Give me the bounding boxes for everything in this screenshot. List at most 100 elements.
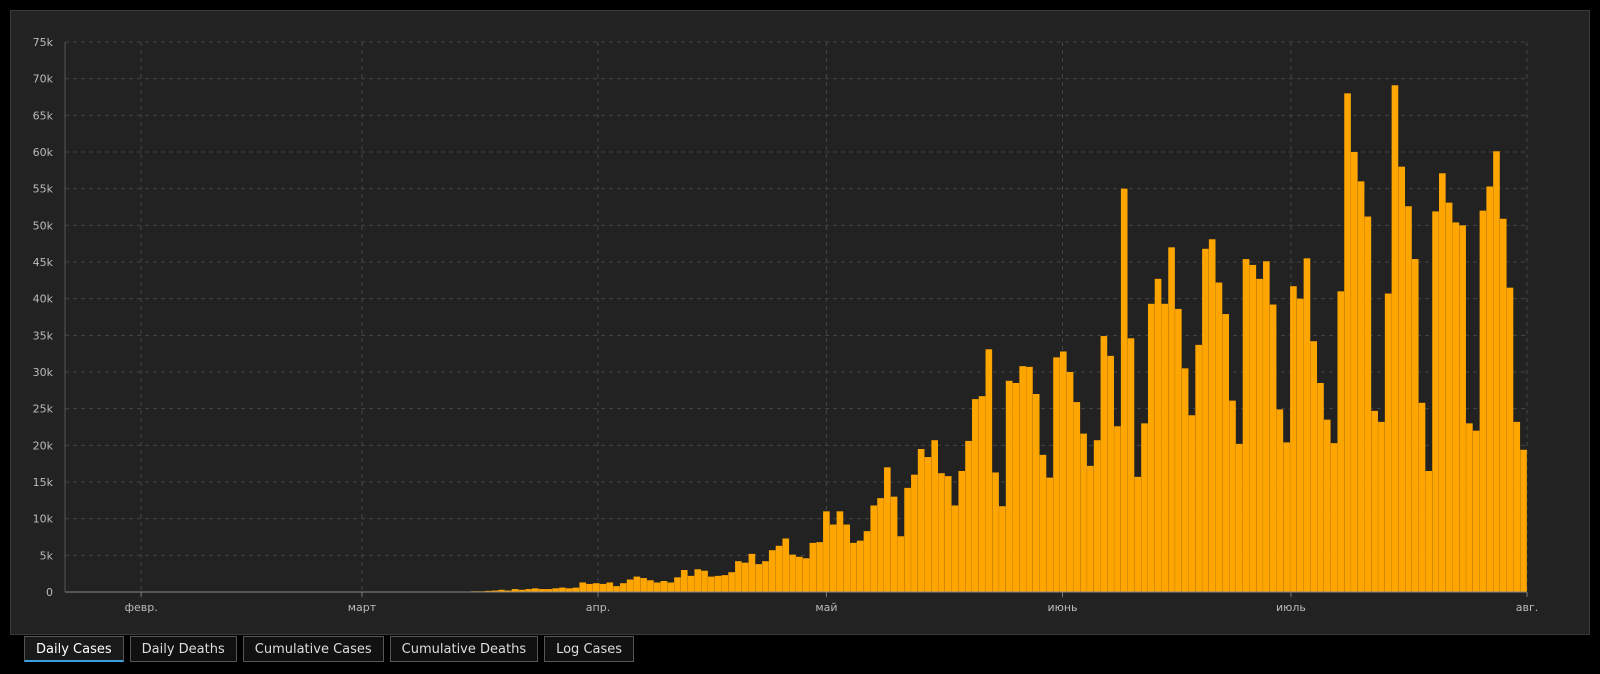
bar xyxy=(599,583,607,592)
bar xyxy=(1066,372,1074,592)
bar xyxy=(1026,366,1033,592)
bar xyxy=(1411,259,1419,592)
y-tick-label: 10k xyxy=(33,513,54,526)
bar xyxy=(1398,166,1406,592)
bar xyxy=(545,589,553,592)
bar xyxy=(1364,216,1372,593)
bar xyxy=(897,536,905,592)
tab-cumulative-cases[interactable]: Cumulative Cases xyxy=(242,636,384,662)
bar xyxy=(1005,380,1013,592)
bar xyxy=(1276,409,1284,592)
y-tick-label: 45k xyxy=(33,256,54,269)
tab-cumulative-deaths[interactable]: Cumulative Deaths xyxy=(389,636,539,662)
y-tick-label: 0 xyxy=(46,586,53,599)
bar xyxy=(944,476,952,592)
x-tick-label: март xyxy=(348,601,377,614)
bar xyxy=(552,588,559,592)
bar xyxy=(633,576,641,592)
bar xyxy=(762,561,769,592)
bar xyxy=(1418,402,1426,592)
bar xyxy=(1351,152,1358,592)
bar xyxy=(559,587,566,592)
y-tick-label: 65k xyxy=(33,109,54,122)
bar xyxy=(1263,261,1270,592)
tab-daily-deaths[interactable]: Daily Deaths xyxy=(129,636,237,662)
bar xyxy=(1019,366,1026,592)
bar xyxy=(660,581,668,592)
y-tick-label: 25k xyxy=(33,403,54,416)
tab-daily-cases[interactable]: Daily Cases xyxy=(24,636,124,662)
bar xyxy=(687,575,695,592)
bar xyxy=(1337,291,1345,592)
bar xyxy=(647,580,654,592)
y-tick-label: 15k xyxy=(33,476,54,489)
bar xyxy=(525,589,532,592)
bar xyxy=(728,572,735,592)
bar xyxy=(620,583,627,592)
bar xyxy=(592,583,600,592)
bar xyxy=(809,542,817,592)
bar xyxy=(1303,258,1311,592)
x-tick-label: май xyxy=(815,601,837,614)
bar xyxy=(992,472,999,592)
bar xyxy=(491,590,499,592)
bar xyxy=(1222,314,1230,592)
bar xyxy=(1235,443,1243,592)
bar xyxy=(843,524,850,592)
bar xyxy=(708,576,715,592)
bar xyxy=(504,590,512,592)
bar xyxy=(1330,443,1338,592)
bar xyxy=(1087,465,1094,592)
bar xyxy=(802,558,810,592)
bar xyxy=(1012,383,1020,592)
bar xyxy=(1520,449,1527,592)
bar xyxy=(653,582,661,592)
bar xyxy=(1229,400,1236,592)
bar xyxy=(1073,402,1081,592)
bar xyxy=(1493,151,1500,592)
y-tick-label: 30k xyxy=(33,366,54,379)
bar xyxy=(1080,433,1087,592)
bar xyxy=(931,440,938,592)
bar xyxy=(823,511,830,592)
bar xyxy=(829,524,837,592)
y-tick-label: 40k xyxy=(33,293,54,306)
bar xyxy=(1168,247,1175,593)
x-tick-label: авг. xyxy=(1516,601,1539,614)
bar xyxy=(1046,477,1054,592)
bar xyxy=(965,440,972,592)
bar xyxy=(1032,394,1040,592)
bar xyxy=(1506,287,1514,592)
bar xyxy=(978,396,986,592)
bar xyxy=(938,473,945,592)
bar xyxy=(1093,440,1101,592)
bar xyxy=(1100,336,1108,592)
bar xyxy=(498,589,505,592)
bar xyxy=(850,542,857,592)
bar xyxy=(1371,410,1378,592)
bar xyxy=(1452,222,1460,592)
bar xyxy=(755,564,763,592)
bar xyxy=(1107,355,1114,592)
bar xyxy=(484,590,492,592)
bar xyxy=(1181,368,1189,592)
bar xyxy=(1202,248,1209,593)
bar xyxy=(863,531,871,592)
bar xyxy=(538,589,546,592)
bar xyxy=(748,553,756,592)
tab-log-cases[interactable]: Log Cases xyxy=(544,636,635,662)
bar xyxy=(1378,421,1385,592)
bar xyxy=(735,561,742,592)
bar xyxy=(1439,173,1446,592)
bar xyxy=(870,505,878,592)
bar xyxy=(1175,308,1182,592)
x-tick-label: апр. xyxy=(586,601,610,614)
bar xyxy=(1154,278,1162,592)
bar xyxy=(1445,202,1453,592)
bar xyxy=(1405,206,1412,592)
bar xyxy=(1242,259,1250,592)
bar xyxy=(883,467,891,592)
bar xyxy=(680,570,688,592)
y-tick-label: 50k xyxy=(33,219,54,232)
bar xyxy=(1208,239,1216,592)
